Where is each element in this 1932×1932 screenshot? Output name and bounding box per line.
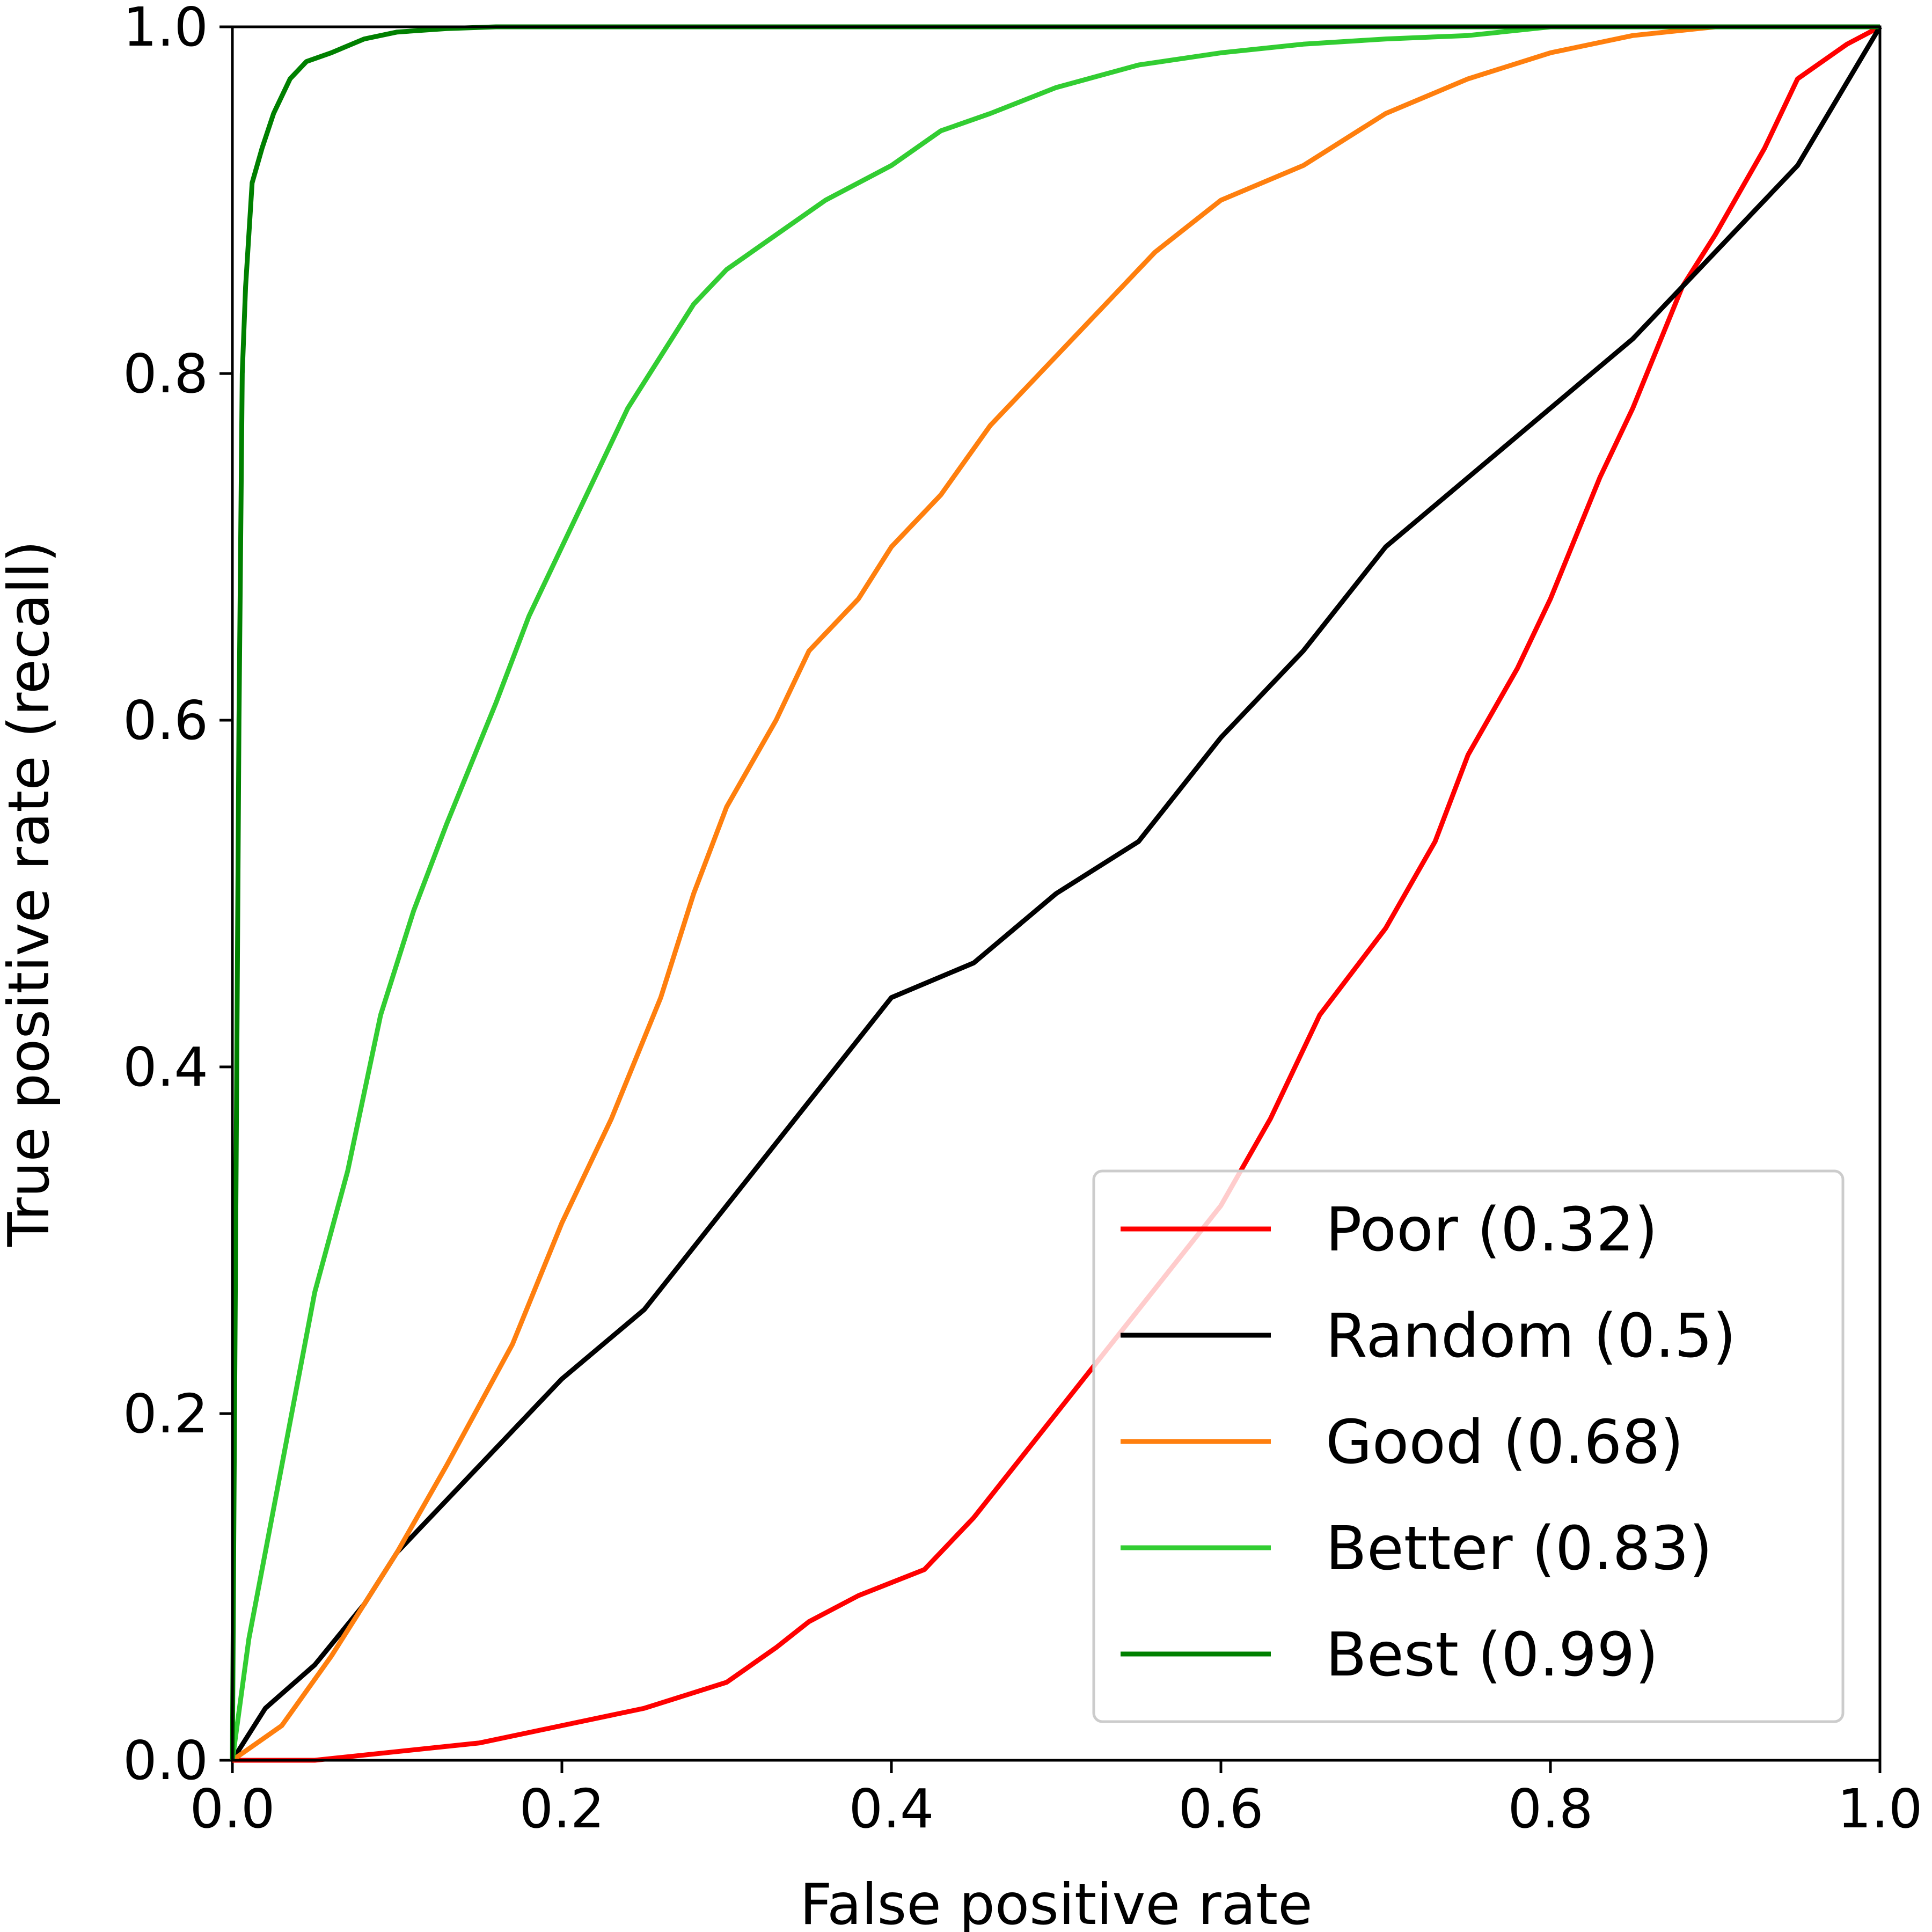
x-tick-label: 1.0 bbox=[1837, 1777, 1922, 1840]
x-tick-label: 0.6 bbox=[1178, 1777, 1263, 1840]
x-tick-label: 0.4 bbox=[848, 1777, 934, 1840]
y-tick-label: 0.8 bbox=[123, 342, 208, 405]
y-tick-label: 0.4 bbox=[123, 1036, 208, 1099]
legend-label-good: Good (0.68) bbox=[1326, 1408, 1684, 1477]
y-tick-label: 1.0 bbox=[123, 0, 208, 58]
legend-frame bbox=[1092, 1169, 1845, 1723]
x-tick-label: 0.8 bbox=[1507, 1777, 1593, 1840]
legend-label-best: Best (0.99) bbox=[1326, 1620, 1658, 1690]
x-tick-label: 0.2 bbox=[519, 1777, 604, 1840]
series-layer bbox=[230, 24, 1882, 1763]
x-axis-label: False positive rate bbox=[800, 1872, 1312, 1932]
legend-label-random: Random (0.5) bbox=[1326, 1301, 1736, 1371]
legend: Poor (0.32) Random (0.5) Good (0.68) Better… bbox=[1092, 1169, 1845, 1723]
series-line-better bbox=[230, 24, 1880, 1761]
y-tick-label: 0.6 bbox=[123, 689, 208, 752]
y-tick-label: 0.2 bbox=[123, 1382, 208, 1445]
y-tick-label: 0.0 bbox=[123, 1729, 208, 1792]
x-tick-label: 0.0 bbox=[189, 1777, 275, 1840]
legend-label-poor: Poor (0.32) bbox=[1326, 1195, 1658, 1265]
y-axis-label: True positive rate (recall) bbox=[0, 540, 62, 1247]
legend-entries: Poor (0.32) Random (0.5) Good (0.68) Better… bbox=[1121, 1195, 1736, 1690]
series-line-good bbox=[231, 24, 1880, 1762]
legend-label-better: Better (0.83) bbox=[1326, 1514, 1713, 1584]
plot-frame bbox=[231, 25, 1882, 1762]
ticks-layer: 0.0 0.2 0.4 0.6 0.8 1.0 0.0 0.2 0.4 0.6 0.8 1.0 bbox=[123, 0, 1923, 1840]
